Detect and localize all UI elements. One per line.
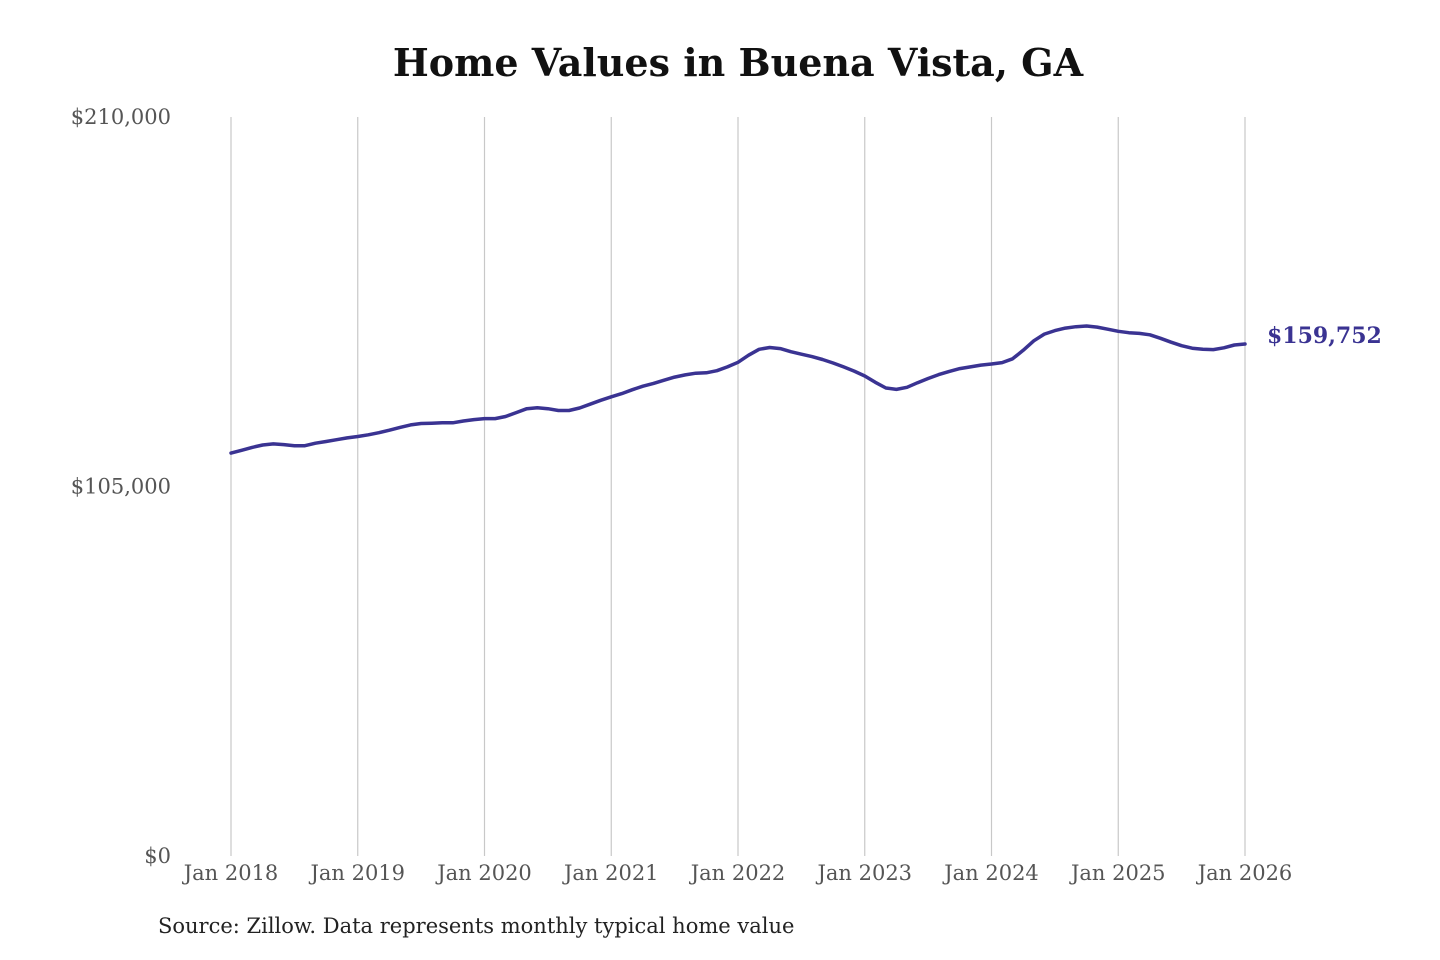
x-tick-label: Jan 2022 — [689, 861, 786, 885]
y-tick-label: $0 — [144, 844, 171, 868]
end-label-layer: $159,752 — [1267, 323, 1382, 349]
x-tick-label: Jan 2021 — [562, 861, 659, 885]
x-tick-label: Jan 2020 — [435, 861, 532, 885]
gridlines — [230, 117, 1246, 856]
y-axis: $0 $105,000 $210,000 — [71, 105, 171, 868]
x-tick-label: Jan 2018 — [182, 861, 279, 885]
y-tick-label: $210,000 — [71, 105, 171, 129]
source-note: Source: Zillow. Data represents monthly … — [158, 914, 795, 938]
chart-title: Home Values in Buena Vista, GA — [392, 40, 1084, 85]
end-value-label: $159,752 — [1267, 323, 1382, 349]
x-tick-label: Jan 2024 — [942, 861, 1039, 885]
y-tick-label: $105,000 — [71, 475, 171, 499]
x-tick-label: Jan 2019 — [308, 861, 405, 885]
x-axis: Jan 2018 Jan 2019 Jan 2020 Jan 2021 Jan 2022… — [182, 861, 1293, 885]
series-layer — [229, 324, 1247, 455]
x-tick-label: Jan 2025 — [1069, 861, 1166, 885]
series-line — [229, 324, 1247, 455]
x-tick-label: Jan 2023 — [815, 861, 912, 885]
x-tick-label: Jan 2026 — [1196, 861, 1293, 885]
